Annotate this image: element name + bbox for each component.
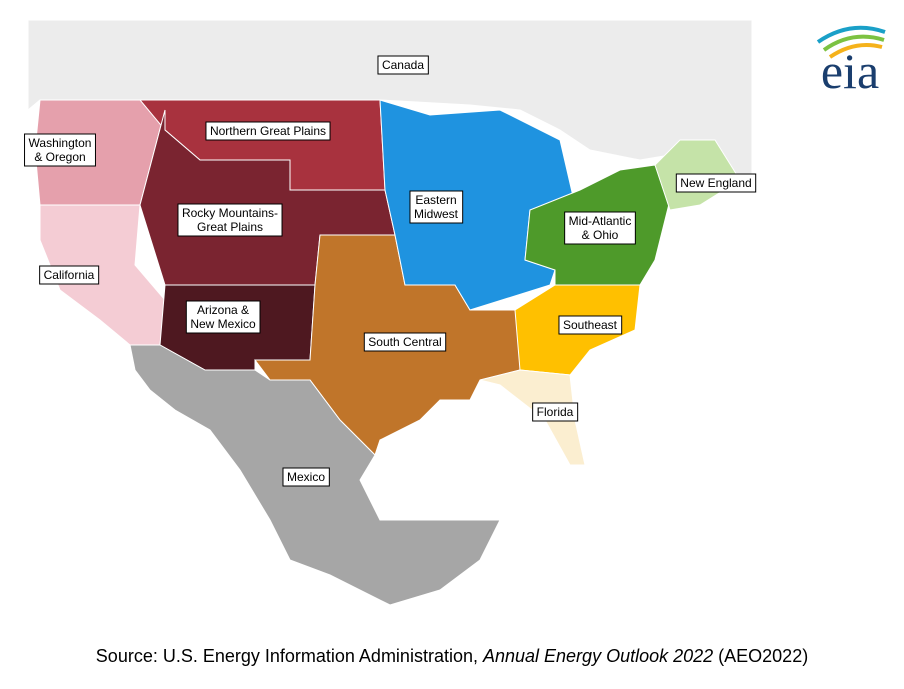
label-line: Northern Great Plains	[210, 124, 326, 138]
label-text: California	[44, 268, 95, 282]
label-line: Florida	[537, 405, 574, 419]
label-box	[377, 55, 429, 75]
label-text: Mexico	[287, 470, 325, 484]
label-line: New England	[680, 176, 751, 190]
label-box	[185, 300, 261, 334]
region-label: South Central	[363, 332, 447, 352]
label-line: Mid-Atlantic	[569, 214, 632, 228]
label-box	[39, 265, 100, 285]
label-text: Southeast	[563, 318, 618, 332]
label-line: Midwest	[414, 207, 459, 221]
source-prefix: Source: U.S. Energy Information Administ…	[96, 646, 483, 666]
label-box	[564, 211, 636, 245]
logo-arc	[828, 43, 883, 59]
label-box	[24, 133, 96, 167]
label-text: Mid-Atlantic & Ohio	[569, 214, 632, 242]
region-label: California	[39, 265, 100, 285]
region-label: Florida	[532, 402, 579, 422]
label-line: Rocky Mountains-	[182, 206, 278, 220]
label-text: South Central	[368, 335, 441, 349]
label-line: Canada	[382, 58, 424, 72]
label-line: Mexico	[287, 470, 325, 484]
label-text: Canada	[382, 58, 424, 72]
source-suffix: (AEO2022)	[713, 646, 808, 666]
logo-text: eia	[821, 43, 879, 99]
label-line: South Central	[368, 335, 441, 349]
logo-arc	[822, 34, 885, 52]
label-line: California	[44, 268, 95, 282]
region-label: New England	[675, 173, 757, 193]
label-text: Washington & Oregon	[29, 136, 92, 164]
label-line: Southeast	[563, 318, 618, 332]
label-text: Florida	[537, 405, 574, 419]
region-label: Rocky Mountains-Great Plains	[177, 203, 283, 237]
label-box	[205, 121, 331, 141]
region-label: Canada	[377, 55, 429, 75]
label-line: New Mexico	[190, 317, 256, 331]
source-note: Source: U.S. Energy Information Administ…	[96, 646, 808, 666]
label-line: Eastern	[415, 193, 456, 207]
label-box	[177, 203, 283, 237]
label-box	[558, 315, 623, 335]
label-text: New England	[680, 176, 751, 190]
label-line: Washington	[29, 136, 92, 150]
region-label: Mexico	[282, 467, 330, 487]
region-label: Mid-Atlantic & Ohio	[564, 211, 636, 245]
region-label: Washington & Oregon	[24, 133, 96, 167]
label-box	[363, 332, 447, 352]
label-line: Arizona &	[197, 303, 249, 317]
label-text: Rocky Mountains-Great Plains	[182, 206, 278, 234]
label-line: & Ohio	[582, 228, 619, 242]
region-label: Eastern Midwest	[409, 190, 464, 224]
label-line: & Oregon	[34, 150, 85, 164]
label-box	[282, 467, 330, 487]
label-line: Great Plains	[197, 220, 263, 234]
eia-logo: eia	[816, 25, 886, 99]
label-text: Eastern Midwest	[414, 193, 459, 221]
region-label: Northern Great Plains	[205, 121, 331, 141]
label-box	[532, 402, 579, 422]
logo-arc	[816, 25, 886, 44]
label-text: Northern Great Plains	[210, 124, 326, 138]
florida-region	[479, 369, 586, 466]
source-title: Annual Energy Outlook 2022	[482, 646, 713, 666]
region-label: Arizona & New Mexico	[185, 300, 261, 334]
label-box	[409, 190, 464, 224]
label-text: Arizona & New Mexico	[190, 303, 256, 331]
region-label: Southeast	[558, 315, 623, 335]
label-box	[675, 173, 757, 193]
